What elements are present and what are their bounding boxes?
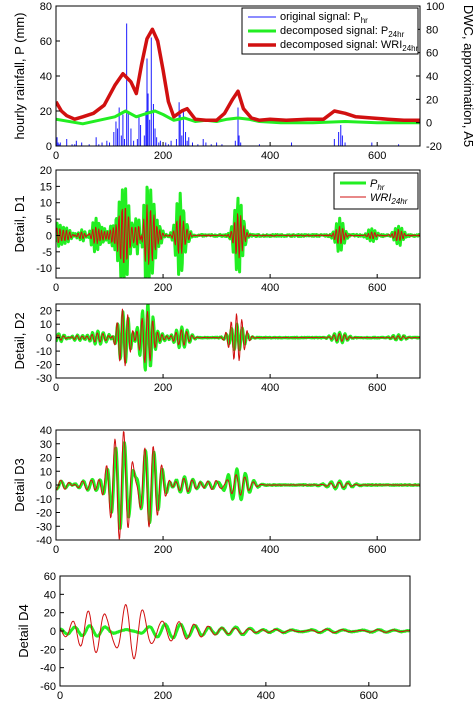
x-tick-label: 600 <box>368 544 386 556</box>
legend-label: Phr <box>370 178 385 192</box>
x-tick-label: 0 <box>53 282 59 294</box>
plot-area-D2 <box>56 304 420 372</box>
plot-area-D4 <box>60 604 410 660</box>
x-tick-label: 400 <box>261 544 279 556</box>
series-line-wri24hr <box>56 308 420 367</box>
y-tick-label: -5 <box>42 247 52 259</box>
x-tick-label: 600 <box>368 150 386 162</box>
legend-label: original signal: Phr <box>280 11 368 25</box>
y-axis-label: Detail D3 <box>12 458 27 511</box>
y-tick-label: -20 <box>36 508 52 520</box>
plot-area-top <box>56 23 420 146</box>
y-tick-label: 20 <box>44 608 56 620</box>
y-tick-label: -10 <box>36 263 52 275</box>
y-tick-label: 15 <box>40 181 52 193</box>
y-tick-label: 30 <box>40 439 52 451</box>
y-tick-label: 10 <box>40 198 52 210</box>
axes-frame <box>55 169 421 279</box>
right-tick-label: 0 <box>426 118 432 130</box>
x-tick-label: 200 <box>154 282 172 294</box>
y-tick-label: -10 <box>36 346 52 358</box>
x-tick-label: 600 <box>368 382 386 394</box>
series-line-wri24hr <box>60 604 410 660</box>
y-tick-label: 20 <box>40 106 52 118</box>
x-tick-label: 400 <box>261 382 279 394</box>
plot-area-D1 <box>56 185 420 278</box>
panel-D4: 0 200 400 600 -60 -40 -20 0 20 40 60 Detail D4 <box>16 571 411 702</box>
y-tick-label: 40 <box>40 71 52 83</box>
series-line-wri24hr <box>56 27 420 123</box>
legend-box <box>333 172 419 210</box>
y-tick-label: 0 <box>46 230 52 242</box>
x-tick-label: 400 <box>257 690 275 702</box>
x-tick-label: 200 <box>154 544 172 556</box>
y-tick-label: 40 <box>40 425 52 437</box>
series-line-wri24hr <box>56 204 420 265</box>
right-axis-label: DWC, approximation, A5 <box>461 5 474 147</box>
y-tick-label: -20 <box>40 644 56 656</box>
legend-label: WRI24hr <box>370 192 408 206</box>
y-tick-label: 60 <box>40 36 52 48</box>
y-tick-label: -60 <box>40 681 56 693</box>
right-tick-label: 20 <box>426 94 438 106</box>
y-tick-label: 60 <box>44 571 56 583</box>
y-axis-label: hourly rainfall, P (mm) <box>12 13 27 140</box>
y-tick-label: 20 <box>40 306 52 318</box>
y-axis-label: Detail, D1 <box>12 195 27 252</box>
legend-label: decomposed signal: WRI24hr <box>280 39 419 53</box>
y-tick-label: -20 <box>36 360 52 372</box>
y-tick-label: 0 <box>46 141 52 153</box>
axes-frame <box>55 303 421 379</box>
plot-area-D3 <box>56 431 420 540</box>
y-axis-label: Detail D4 <box>16 604 31 657</box>
right-tick-label: 100 <box>426 1 444 13</box>
x-tick-label: 600 <box>360 690 378 702</box>
y-axis-label: Detail, D2 <box>12 312 27 369</box>
x-tick-label: 0 <box>57 690 63 702</box>
series-line-p24hr <box>56 109 420 126</box>
y-tick-label: 20 <box>40 165 52 177</box>
y-tick-label: -30 <box>36 521 52 533</box>
y-tick-label: -40 <box>36 535 52 547</box>
y-tick-label: 5 <box>46 214 52 226</box>
x-tick-label: 400 <box>261 150 279 162</box>
y-tick-label: 10 <box>40 319 52 331</box>
x-tick-label: 400 <box>261 282 279 294</box>
x-tick-label: 200 <box>154 150 172 162</box>
y-tick-label: 0 <box>46 333 52 345</box>
y-tick-label: 20 <box>40 453 52 465</box>
x-tick-label: 0 <box>53 150 59 162</box>
y-tick-label: 0 <box>46 480 52 492</box>
series-line-wri24hr <box>56 431 420 540</box>
right-tick-label: 80 <box>426 24 438 36</box>
y-tick-label: 10 <box>40 466 52 478</box>
y-tick-label: 80 <box>40 1 52 13</box>
legend-label: decomposed signal: P24hr <box>280 25 405 39</box>
right-tick-label: -20 <box>426 141 442 153</box>
y-tick-label: -10 <box>36 494 52 506</box>
y-tick-label: 40 <box>44 589 56 601</box>
x-tick-label: 200 <box>154 382 172 394</box>
right-tick-label: 60 <box>426 48 438 60</box>
panel-top: -20 0 20 40 60 80 100 DWC, approximation, A5 ori… <box>12 1 474 162</box>
y-tick-label: 0 <box>50 626 56 638</box>
x-tick-label: 600 <box>368 282 386 294</box>
x-tick-label: 200 <box>154 690 172 702</box>
x-tick-label: 0 <box>53 544 59 556</box>
right-tick-label: 40 <box>426 71 438 83</box>
y-tick-label: -30 <box>36 373 52 385</box>
x-tick-label: 0 <box>53 382 59 394</box>
y-tick-label: -40 <box>40 663 56 675</box>
